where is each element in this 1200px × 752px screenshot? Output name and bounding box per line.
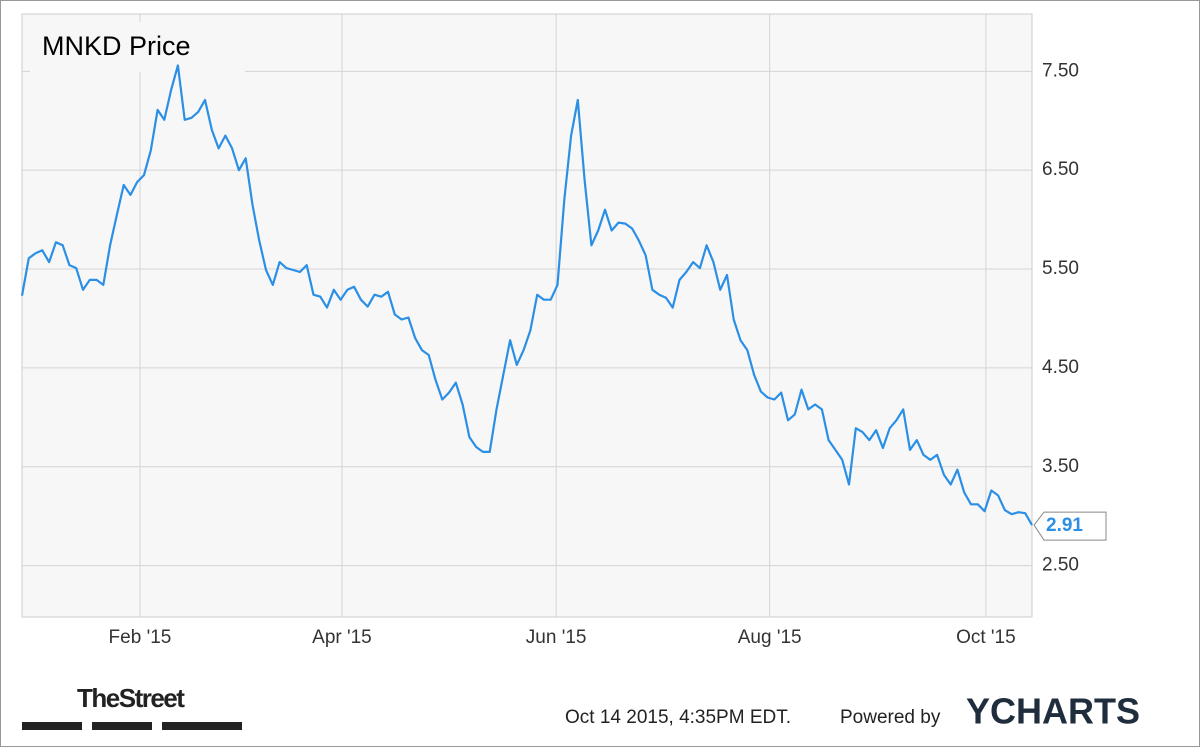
x-tick-label: Feb '15 <box>109 627 172 648</box>
title-box <box>30 22 245 72</box>
source-logo: TheStreet <box>77 683 185 713</box>
x-tick-label: Aug '15 <box>738 627 802 648</box>
y-tick-label: 7.50 <box>1042 60 1079 81</box>
y-tick-label: 4.50 <box>1042 357 1079 378</box>
last-value-label: 2.91 <box>1046 515 1083 536</box>
timestamp: Oct 14 2015, 4:35PM EDT. <box>565 707 791 728</box>
x-tick-label: Jun '15 <box>526 627 587 648</box>
y-tick-label: 2.50 <box>1042 555 1079 576</box>
x-tick-label: Oct '15 <box>956 627 1016 648</box>
powered-by: Powered by <box>840 707 941 728</box>
price-line <box>20 64 1033 526</box>
chart-title: MNKD Price <box>42 31 191 61</box>
logo-bar <box>162 722 242 730</box>
plot-area <box>21 13 1033 618</box>
y-tick-label: 5.50 <box>1042 258 1079 279</box>
plot <box>20 64 1033 526</box>
y-tick-label: 3.50 <box>1042 456 1079 477</box>
y-tick-label: 6.50 <box>1042 159 1079 180</box>
logo-bar <box>92 722 152 730</box>
last-value-box <box>1033 511 1107 541</box>
logo-bar <box>22 722 82 730</box>
x-tick-label: Apr '15 <box>312 627 372 648</box>
grid <box>22 14 1032 617</box>
brand-logo: YCHARTS <box>966 691 1140 732</box>
